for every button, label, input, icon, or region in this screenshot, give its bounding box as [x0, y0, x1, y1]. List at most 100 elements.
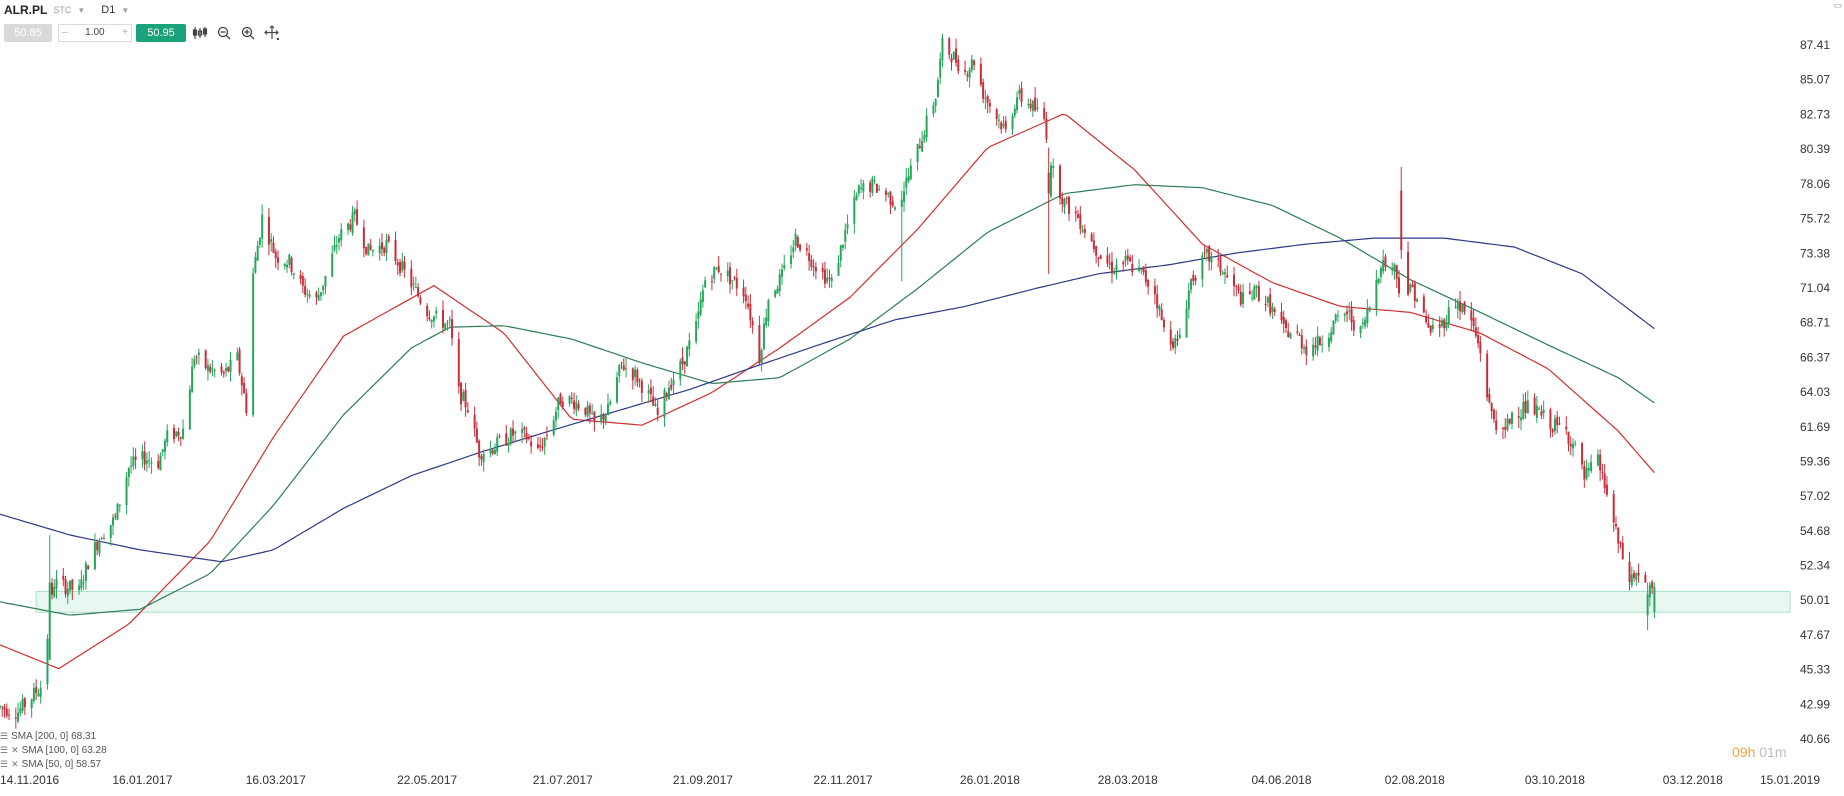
candle [188, 385, 191, 430]
candle [1316, 326, 1319, 357]
candle [704, 276, 707, 289]
close-icon[interactable]: ✕ [11, 759, 19, 769]
symbol-dropdown-icon[interactable]: ▼ [77, 5, 86, 15]
candle [1178, 328, 1181, 339]
candle [270, 233, 273, 252]
candle [742, 279, 745, 304]
candle [1398, 269, 1401, 298]
crosshair-icon[interactable] [262, 24, 282, 42]
y-tick-label: 45.33 [1800, 663, 1830, 677]
candle [175, 430, 178, 438]
close-icon[interactable]: ✕ [11, 745, 19, 755]
indicator-label: SMA [50, 0] 58.57 [21, 759, 102, 770]
candle [256, 240, 259, 261]
candle [1002, 116, 1005, 129]
candle [21, 694, 24, 714]
candle [686, 345, 689, 367]
candle [396, 258, 399, 276]
candle [163, 438, 166, 460]
timer-hours: 09h [1732, 744, 1756, 760]
candle [1219, 255, 1222, 276]
candle [1271, 302, 1274, 319]
candle [507, 437, 510, 453]
timeframe-dropdown-icon[interactable]: ▼ [121, 5, 130, 15]
candle [1474, 317, 1477, 339]
candle [1472, 309, 1475, 332]
x-tick-label: 02.08.2018 [1385, 773, 1445, 787]
sell-price-button[interactable]: 50.85 [4, 24, 52, 42]
x-tick-label: 03.12.2018 [1663, 773, 1723, 787]
candle [514, 430, 517, 441]
candle [1266, 295, 1269, 308]
y-tick-label: 40.66 [1800, 732, 1830, 746]
candle [1248, 282, 1251, 295]
candle [430, 319, 433, 329]
candle [441, 300, 444, 334]
indicator-legend-sma-100[interactable]: ☰ ✕ SMA [100, 0] 63.28 [0, 745, 107, 756]
candle [1192, 270, 1195, 286]
zoom-in-icon[interactable] [238, 24, 258, 42]
candle [751, 317, 754, 334]
candle [1590, 454, 1593, 474]
candle [790, 245, 793, 269]
candle [656, 399, 659, 422]
quantity-stepper[interactable]: – 1.00 + [58, 24, 132, 42]
candle [1129, 254, 1132, 262]
candle [952, 51, 955, 60]
candle [1034, 87, 1037, 112]
candle [966, 71, 969, 82]
candle [371, 249, 374, 257]
candle [290, 256, 293, 276]
candle [1047, 147, 1050, 274]
window-control-icon[interactable]: ▭ [1833, 0, 1842, 10]
candle [688, 332, 691, 357]
decrease-quantity-button[interactable]: – [62, 27, 68, 38]
candle [179, 436, 182, 447]
support-zone[interactable] [35, 590, 1791, 613]
candle [525, 427, 528, 444]
candle [1443, 317, 1446, 337]
indicator-legend-sma-50[interactable]: ☰ ✕ SMA [50, 0] 58.57 [0, 759, 101, 770]
candle [1122, 260, 1125, 272]
increase-quantity-button[interactable]: + [122, 27, 128, 38]
indicator-legend-sma-200[interactable]: ☰ SMA [200, 0] 68.31 [0, 731, 96, 742]
quantity-value[interactable]: 1.00 [85, 27, 105, 38]
candle [622, 358, 625, 372]
sma-line-2 [0, 237, 1655, 563]
candle [1296, 324, 1299, 336]
candle [871, 175, 874, 196]
candle [1058, 164, 1061, 205]
candle [127, 466, 130, 487]
candle [322, 285, 325, 296]
candle [1208, 244, 1211, 271]
candle [717, 256, 720, 274]
candle [808, 244, 811, 271]
candle [1282, 310, 1285, 334]
candle [410, 260, 413, 296]
candle [593, 411, 596, 432]
candle [783, 254, 786, 271]
candle [1553, 414, 1556, 435]
candle [245, 388, 248, 417]
indicator-settings-icon[interactable]: ☰ [0, 745, 9, 755]
candle [1517, 406, 1520, 429]
candle [378, 238, 381, 261]
candle [679, 358, 682, 386]
chart-type-icon[interactable] [190, 24, 210, 42]
buy-price-button[interactable]: 50.95 [136, 24, 186, 42]
y-tick-label: 47.67 [1800, 628, 1830, 642]
zoom-out-icon[interactable] [214, 24, 234, 42]
candle [618, 363, 621, 383]
candle [1142, 266, 1145, 276]
candle [473, 406, 476, 437]
indicator-settings-icon[interactable]: ☰ [0, 759, 9, 769]
candle [665, 391, 668, 402]
symbol-label[interactable]: ALR.PL [4, 3, 48, 17]
indicator-settings-icon[interactable]: ☰ [0, 731, 9, 741]
candle [1395, 264, 1398, 288]
candle [1612, 489, 1615, 532]
timeframe-label[interactable]: D1 [101, 4, 116, 16]
candle [493, 443, 496, 455]
candle [274, 248, 277, 268]
